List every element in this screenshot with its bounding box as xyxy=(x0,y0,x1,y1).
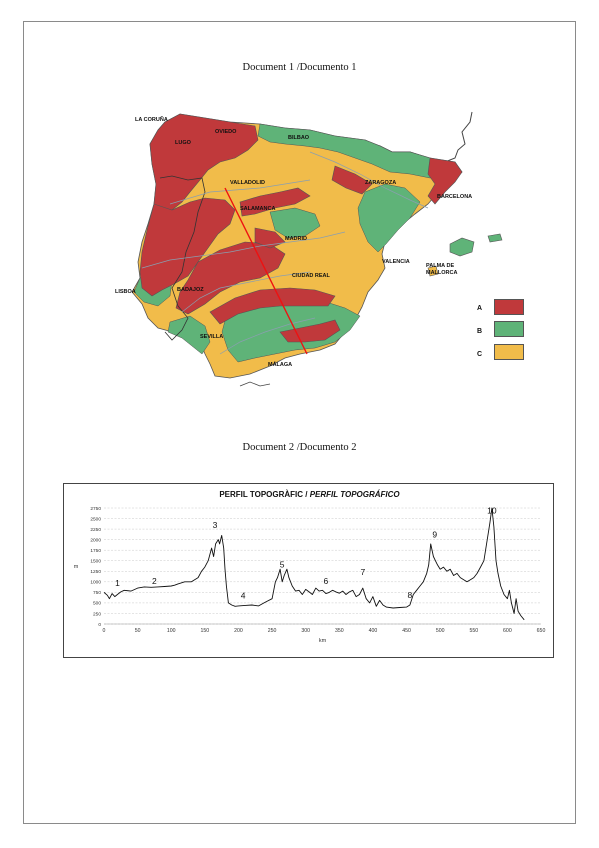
portugal-border xyxy=(159,175,206,341)
city-label: CIUDAD REAL xyxy=(292,273,330,279)
city-label: MADRID xyxy=(285,236,307,242)
river-guadiana xyxy=(181,271,311,313)
legend-swatch-b xyxy=(494,321,524,337)
city-label: MÁLAGA xyxy=(268,362,293,368)
north-africa-line xyxy=(239,381,271,387)
chart-title-italic: PERFIL TOPOGRÁFICO xyxy=(309,490,400,499)
region-b-north xyxy=(257,123,451,179)
x-tick-label: 500 xyxy=(436,628,445,634)
river-duero xyxy=(169,179,311,205)
y-tick-label: 500 xyxy=(93,601,101,607)
y-tick-label: 750 xyxy=(93,590,101,596)
city-label: BADAJOZ xyxy=(177,287,204,293)
y-tick-label: 2500 xyxy=(90,516,101,522)
city-label: ZARAGOZA xyxy=(365,180,397,186)
region-b-centre xyxy=(269,207,321,239)
river-ebro xyxy=(309,151,429,209)
city-label: BILBAO xyxy=(288,135,310,141)
x-tick-label: 650 xyxy=(537,628,546,634)
x-tick-label: 100 xyxy=(167,628,176,634)
y-axis-label: m xyxy=(74,564,79,570)
region-b-sw xyxy=(167,315,211,355)
x-tick-label: 400 xyxy=(369,628,378,634)
island-ibiza xyxy=(427,265,439,277)
y-tick-label: 250 xyxy=(93,611,101,617)
x-tick-label: 550 xyxy=(469,628,478,634)
legend-swatch-c xyxy=(494,344,524,360)
region-a-catalonia xyxy=(427,157,463,205)
x-tick-label: 150 xyxy=(201,628,210,634)
x-tick-label: 450 xyxy=(402,628,411,634)
page-frame xyxy=(23,21,576,824)
x-tick-label: 50 xyxy=(135,628,141,634)
x-tick-label: 350 xyxy=(335,628,344,634)
y-tick-label: 1750 xyxy=(90,548,101,554)
city-label: LISBOA xyxy=(115,289,136,295)
map-svg xyxy=(131,111,503,387)
profile-annotation: 10 xyxy=(487,505,497,515)
y-tick-label: 1000 xyxy=(90,580,101,586)
profile-annotation: 8 xyxy=(408,590,413,600)
profile-annotation: 3 xyxy=(213,520,218,530)
river-tajo xyxy=(141,231,346,269)
city-label: SEVILLA xyxy=(200,334,224,340)
profile-annotation: 2 xyxy=(152,576,157,586)
x-tick-label: 600 xyxy=(503,628,512,634)
island-menorca xyxy=(487,233,503,243)
chart-title-main: PERFIL TOPOGRÀFIC / xyxy=(219,490,310,499)
profile-annotation: 6 xyxy=(323,576,328,586)
transect-line xyxy=(224,187,308,355)
profile-annotation: 1 xyxy=(115,578,120,588)
legend-label: B xyxy=(477,328,483,335)
profile-series-line xyxy=(103,507,525,621)
region-b-east xyxy=(357,183,421,253)
legend-label: C xyxy=(477,351,483,358)
island-mallorca xyxy=(449,237,475,257)
city-label: OVIEDO xyxy=(215,129,237,135)
x-axis-label: km xyxy=(319,638,327,644)
profile-annotation: 5 xyxy=(280,559,285,569)
x-tick-label: 250 xyxy=(268,628,277,634)
city-label: SALAMANCA xyxy=(240,206,276,212)
profile-annotation: 9 xyxy=(432,530,437,540)
x-tick-label: 300 xyxy=(301,628,310,634)
city-label: VALLADOLID xyxy=(230,180,266,186)
city-label: VALENCIA xyxy=(382,259,410,265)
iberia-map: LA CORUÑA LUGO OVIEDO BILBAO VALLADOLID … xyxy=(110,92,530,392)
y-tick-label: 1500 xyxy=(90,559,101,565)
city-label: LUGO xyxy=(175,140,191,146)
y-tick-label: 0 xyxy=(98,622,101,628)
region-a-iberian xyxy=(331,165,373,195)
region-a-montes xyxy=(254,227,286,249)
y-tick-label: 2750 xyxy=(90,506,101,512)
region-a-south xyxy=(279,319,341,343)
x-tick-label: 200 xyxy=(234,628,243,634)
y-tick-label: 2000 xyxy=(90,537,101,543)
profile-annotation: 4 xyxy=(241,591,246,601)
city-label: PALMA DE MALLORCA xyxy=(426,263,458,276)
legend-swatch-a xyxy=(494,299,524,315)
region-a-sierra-morena xyxy=(209,287,336,325)
river-guadalquivir xyxy=(219,317,316,355)
topographic-profile-chart: PERFIL TOPOGRÀFIC / PERFIL TOPOGRÁFICO 0… xyxy=(63,483,554,658)
x-tick-label: 0 xyxy=(103,628,106,634)
region-a-central xyxy=(239,187,311,217)
legend-label: A xyxy=(477,305,483,312)
region-a-nw xyxy=(149,113,259,213)
city-label: BARCELONA xyxy=(437,194,473,200)
y-tick-label: 2250 xyxy=(90,527,101,533)
city-label: LA CORUÑA xyxy=(135,117,168,123)
chart-title: PERFIL TOPOGRÀFIC / PERFIL TOPOGRÁFICO xyxy=(64,490,555,499)
document1-caption: Document 1 /Documento 1 xyxy=(242,62,357,73)
document2-caption: Document 2 /Documento 2 xyxy=(242,442,357,453)
chart-svg: 0250500750100012501500175020002250250027… xyxy=(74,505,546,644)
profile-annotation: 7 xyxy=(360,567,365,577)
y-tick-label: 1250 xyxy=(90,569,101,575)
